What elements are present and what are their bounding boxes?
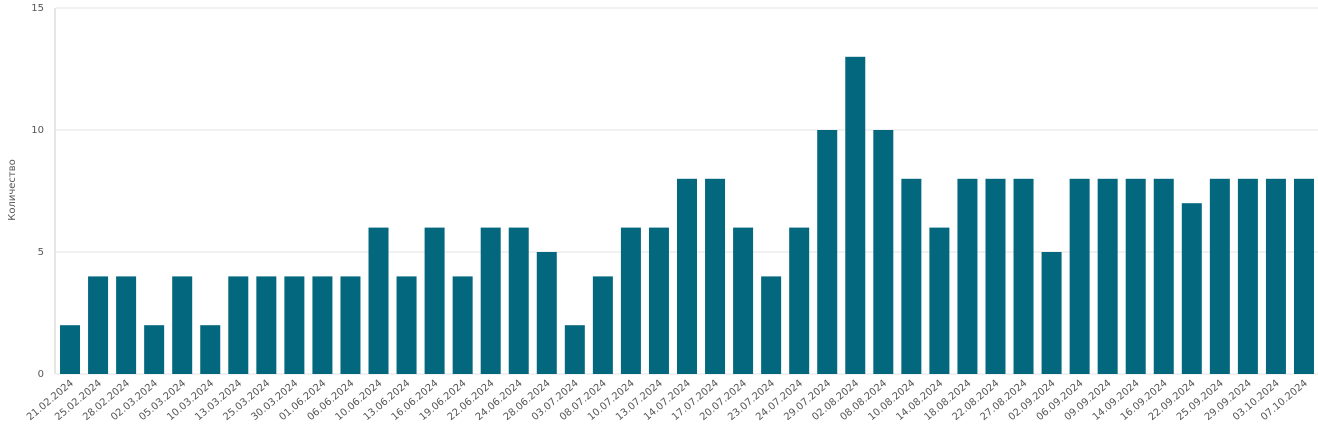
bar [1181,203,1202,374]
bar [677,178,697,374]
bar [480,227,501,374]
bar [873,130,894,374]
bar [564,325,585,374]
bar [452,276,473,374]
y-tick-label: 10 [31,125,44,136]
bar [733,227,754,374]
bar [901,178,922,374]
bar [424,227,445,374]
bar [1265,178,1286,374]
bar [957,178,978,374]
bar [508,227,529,374]
bar [1125,178,1146,374]
bar [1237,178,1258,374]
bar [761,276,782,374]
bar [1153,178,1174,374]
x-tick-label: 21.02.2024 [25,378,76,423]
bar [1041,252,1062,374]
bar [1013,178,1034,374]
bar [620,227,641,374]
y-axis-label: Количество [7,159,18,221]
bar [1293,178,1314,374]
bar [200,325,221,374]
bar [396,276,417,374]
y-tick-label: 0 [38,369,44,380]
bar [1209,178,1230,374]
bar [172,276,193,374]
bar [592,276,613,374]
bar [536,252,557,374]
bar [340,276,361,374]
bar [256,276,277,374]
bar [929,227,950,374]
bar [228,276,249,374]
bar [705,178,726,374]
bar [312,276,333,374]
bar [284,276,305,374]
bar [817,130,838,374]
bar [144,325,165,374]
bar [60,325,81,374]
y-tick-label: 5 [38,247,44,258]
bar [985,178,1006,374]
bar [1069,178,1090,374]
bar [88,276,109,374]
bar [789,227,810,374]
bar [116,276,137,374]
bar [648,227,669,374]
bar [1097,178,1118,374]
bar [368,227,389,374]
y-tick-label: 15 [31,3,44,14]
bar [845,56,866,375]
